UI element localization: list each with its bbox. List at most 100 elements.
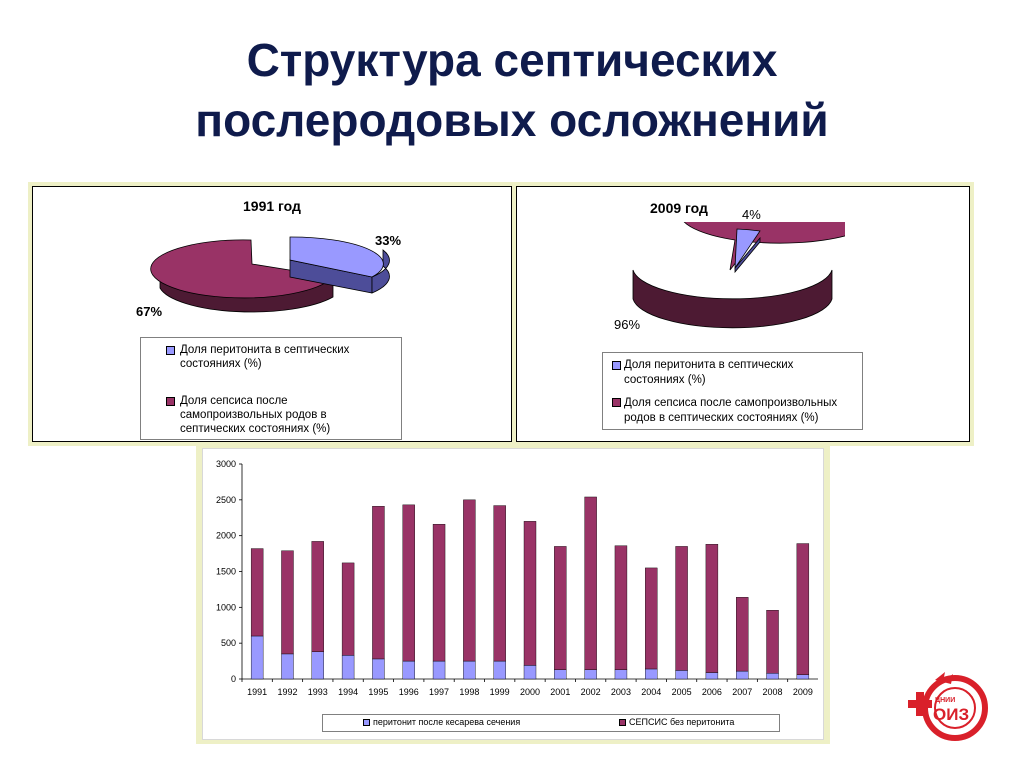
- bar-peritonit-2002: [584, 669, 597, 680]
- legend-label-peritonit: перитонит после кесарева сечения: [373, 717, 521, 727]
- bar-peritonit-2008: [766, 673, 779, 680]
- bar-peritonit-1993: [311, 651, 324, 680]
- x-tick-label: 1991: [247, 687, 267, 697]
- pie-panel-1991: [28, 182, 516, 446]
- svg-text:ЦНИИ: ЦНИИ: [935, 697, 955, 704]
- cniioiz-logo: ЦНИИ ОИЗ: [908, 672, 988, 741]
- bar-sepsis-2008: [766, 609, 779, 674]
- pie-1991-title: 1991 год: [243, 198, 301, 214]
- x-tick-label: 1995: [368, 687, 388, 697]
- bar-sepsis-2002: [584, 496, 597, 670]
- legend-label-peritonit-1: Доля перитонита в септических: [624, 359, 794, 371]
- bar-peritonit-1991: [250, 635, 264, 680]
- x-tick-label: 1997: [429, 687, 449, 697]
- bar-peritonit-1999: [493, 660, 506, 680]
- bar-peritonit-2001: [554, 669, 567, 680]
- bar-sepsis-2007: [736, 597, 749, 672]
- y-tick-label: 0: [231, 674, 236, 684]
- bar-sepsis-2009: [796, 543, 810, 675]
- bar-chart-panel: [196, 446, 830, 744]
- bar-sepsis-1992: [281, 550, 294, 655]
- legend-swatch-peritonit: [612, 361, 621, 370]
- x-tick-label: 1998: [459, 687, 479, 697]
- bar-peritonit-2005: [675, 670, 688, 680]
- pie-2009-legend: Доля перитонита в септических состояниях…: [602, 352, 863, 430]
- bar-sepsis-1997: [432, 523, 446, 662]
- x-tick-label: 1994: [338, 687, 358, 697]
- bar-sepsis-1994: [341, 562, 355, 656]
- legend-swatch-peritonit: [166, 346, 175, 355]
- x-tick-label: 2006: [702, 687, 722, 697]
- slide-title-line2: послеродовых осложнений: [195, 94, 829, 146]
- pie-1991-label-peritonit: 33%: [375, 233, 402, 248]
- bar-peritonit-1998: [463, 660, 476, 680]
- bar-sepsis-1991: [250, 548, 264, 637]
- slide-title: Структура септических послеродовых ослож…: [0, 30, 1024, 150]
- pie-2009-peritonit-side: [734, 236, 761, 274]
- pie-2009-label-sepsis: 96%: [614, 317, 641, 332]
- x-tick-label: 1999: [490, 687, 510, 697]
- bar-sepsis-1995: [372, 506, 385, 660]
- pie-2009-sepsis-top: [683, 222, 845, 271]
- x-tick-label: 2008: [763, 687, 783, 697]
- bar-peritonit-1996: [402, 660, 415, 680]
- y-tick-label: 500: [221, 638, 236, 648]
- y-tick-label: 3000: [216, 459, 236, 469]
- x-tick-label: 2002: [581, 687, 601, 697]
- y-tick-label: 1000: [216, 602, 236, 612]
- bar-sepsis-1999: [493, 505, 506, 662]
- pie-2009-chart: [632, 222, 845, 329]
- pie-1991-peritonit-top: [289, 236, 384, 278]
- bar-peritonit-1994: [341, 655, 355, 680]
- pie-1991-sepsis-top: [150, 239, 334, 299]
- bar-peritonit-2007: [736, 670, 749, 680]
- legend-label-peritonit-1: Доля перитонита в септических: [180, 344, 350, 356]
- legend-swatch-sepsis: [619, 719, 626, 726]
- bar-chart-legend: перитонит после кесарева сечения СЕПСИС …: [322, 714, 780, 732]
- bar-sepsis-2004: [645, 567, 658, 670]
- bar-peritonit-2000: [523, 665, 537, 680]
- x-tick-label: 1993: [308, 687, 328, 697]
- pie-2009-sepsis-side: [632, 269, 833, 329]
- x-tick-label: 2007: [732, 687, 752, 697]
- x-tick-label: 2000: [520, 687, 540, 697]
- x-tick-label: 2003: [611, 687, 631, 697]
- slide-title-line1: Структура септических: [246, 34, 778, 86]
- stacked-bar-chart: 0 500 1000 1500 2000 2500 3000 1991 1992 1993 1994…: [216, 459, 818, 697]
- bar-sepsis-1996: [402, 504, 415, 662]
- y-tick-label: 2500: [216, 495, 236, 505]
- legend-label-sepsis-1: Доля сепсиса после: [180, 395, 288, 407]
- pie-2009-title: 2009 год: [650, 200, 708, 216]
- legend-label-sepsis: СЕПСИС без перитонита: [629, 717, 735, 727]
- legend-swatch-peritonit: [363, 719, 370, 726]
- bar-sepsis-2006: [705, 544, 719, 673]
- bar-peritonit-1997: [432, 660, 446, 680]
- bar-peritonit-1992: [281, 653, 294, 680]
- pie-1991-legend: Доля перитонита в септических состояниях…: [140, 337, 402, 440]
- x-tick-label: 1996: [399, 687, 419, 697]
- legend-label-sepsis-2: родов в септических состояниях (%): [624, 412, 819, 424]
- bar-peritonit-2009: [796, 674, 810, 680]
- legend-label-sepsis-3: септических состояниях (%): [180, 423, 331, 435]
- bar-peritonit-2004: [645, 668, 658, 680]
- bar-peritonit-2003: [614, 669, 628, 680]
- pie-2009-peritonit-top: [734, 228, 761, 270]
- pie-1991-chart: [150, 236, 390, 313]
- bar-sepsis-2000: [523, 521, 537, 666]
- pie-2009-label-peritonit: 4%: [742, 207, 761, 222]
- legend-label-peritonit-2: состояниях (%): [624, 374, 706, 386]
- bar-sepsis-1998: [463, 499, 476, 662]
- x-tick-label: 2004: [641, 687, 661, 697]
- x-tick-label: 2009: [793, 687, 813, 697]
- legend-swatch-sepsis: [612, 398, 621, 407]
- y-tick-label: 2000: [216, 531, 236, 541]
- x-tick-label: 2005: [672, 687, 692, 697]
- legend-label-sepsis-1: Доля сепсиса после самопроизвольных: [624, 397, 838, 409]
- legend-label-sepsis-2: самопроизвольных родов в: [180, 409, 327, 421]
- y-tick-label: 1500: [216, 567, 236, 577]
- legend-swatch-sepsis: [166, 397, 175, 406]
- bar-sepsis-2001: [554, 546, 567, 670]
- svg-text:ОИЗ: ОИЗ: [933, 705, 969, 724]
- legend-label-peritonit-2: состояниях (%): [180, 358, 262, 370]
- bar-sepsis-2003: [614, 545, 628, 670]
